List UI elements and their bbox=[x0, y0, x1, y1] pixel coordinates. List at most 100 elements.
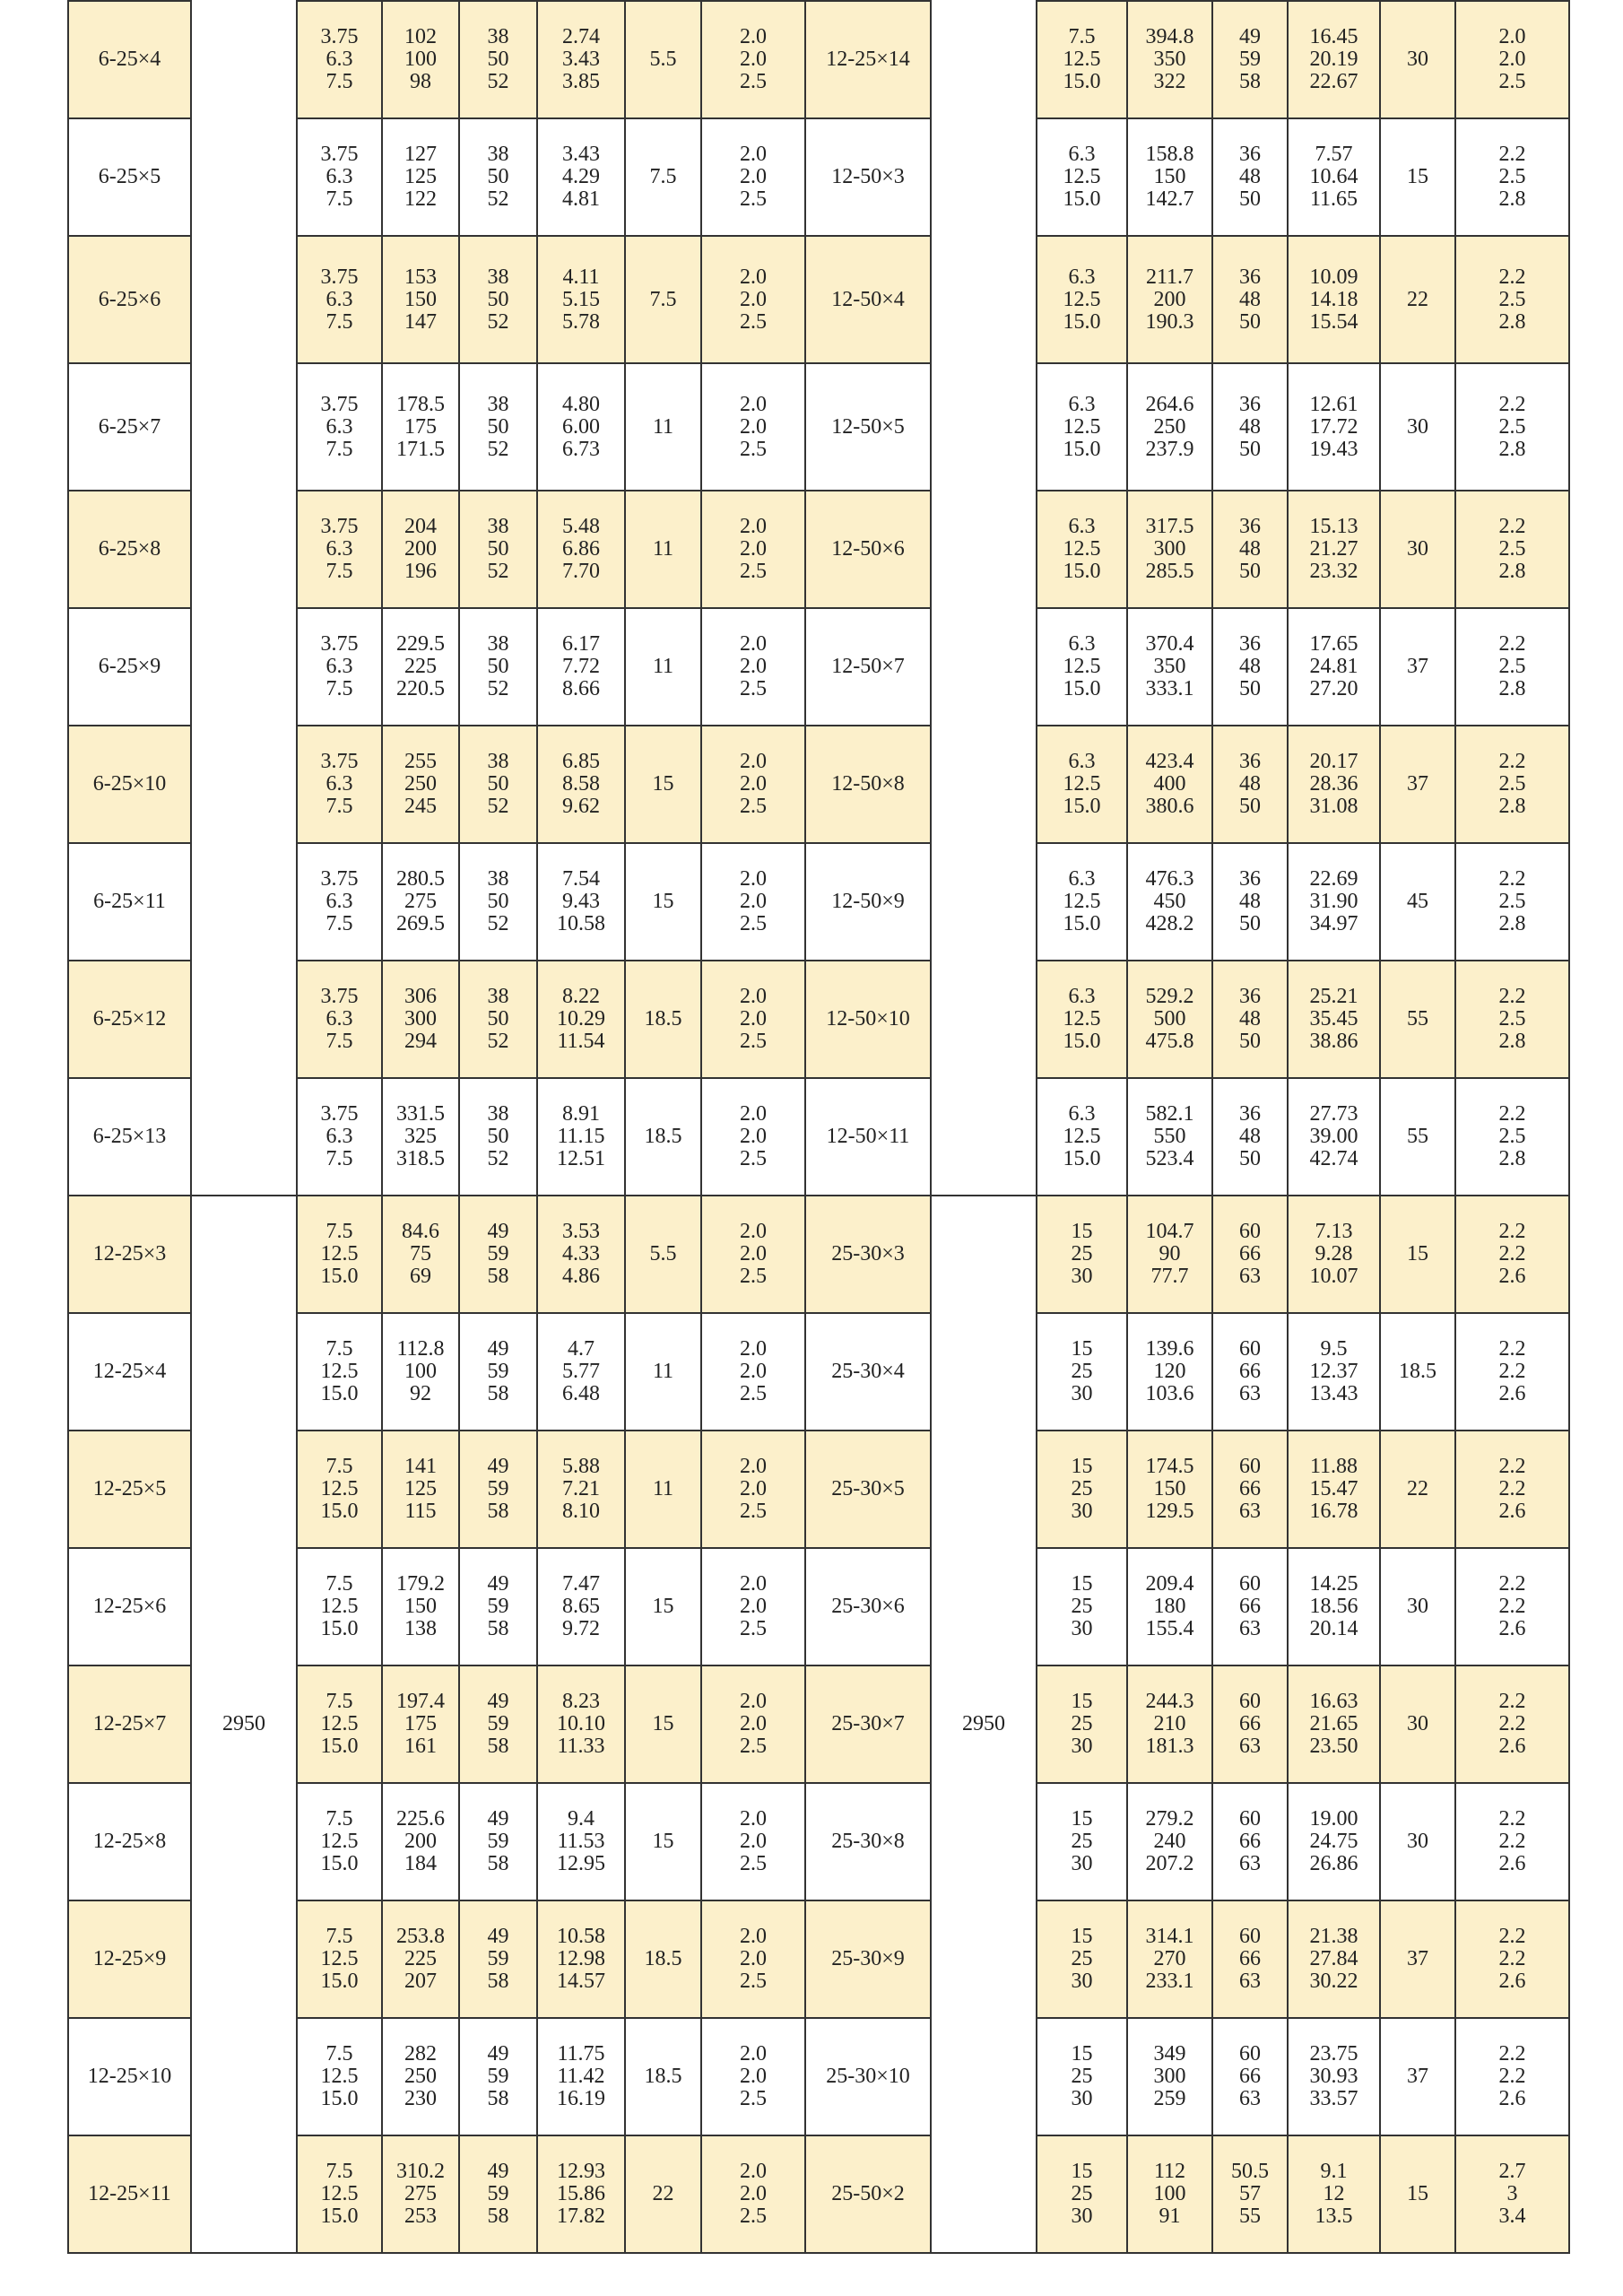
right-col-3-cell: 60 66 63 bbox=[1211, 1312, 1289, 1431]
left-col-2-cell: 127 125 122 bbox=[381, 117, 460, 237]
table-row: 6-25×8 3.75 6.3 7.5 204 200 196 38 50 52 5.4… bbox=[67, 490, 1570, 609]
right-col-1-cell: 6.3 12.5 15.0 bbox=[1036, 960, 1128, 1079]
left-col-4-cell: 8.91 11.15 12.51 bbox=[536, 1077, 626, 1196]
left-col-4-cell: 12.93 15.86 17.82 bbox=[536, 2135, 626, 2254]
right-col-3-cell: 49 59 58 bbox=[1211, 0, 1289, 119]
left-col-2-cell: 178.5 175 171.5 bbox=[381, 362, 460, 491]
right-col-4-cell: 14.25 18.56 20.14 bbox=[1287, 1547, 1381, 1666]
left-col-1-cell: 7.5 12.5 15.0 bbox=[296, 1547, 383, 1666]
right-col-5-cell: 15 bbox=[1379, 117, 1456, 237]
left-model-cell: 12-25×11 bbox=[67, 2135, 192, 2254]
left-model-cell: 12-25×7 bbox=[67, 1665, 192, 1784]
right-col-2-cell: 423.4 400 380.6 bbox=[1126, 725, 1213, 844]
right-col-2-cell: 174.5 150 129.5 bbox=[1126, 1430, 1213, 1549]
left-col-1-cell: 3.75 6.3 7.5 bbox=[296, 842, 383, 961]
left-col-5-cell: 7.5 bbox=[624, 235, 702, 364]
left-model-cell: 6-25×12 bbox=[67, 960, 192, 1079]
left-col-4-cell: 7.54 9.43 10.58 bbox=[536, 842, 626, 961]
left-model-cell: 6-25×11 bbox=[67, 842, 192, 961]
left-model-cell: 12-25×9 bbox=[67, 1900, 192, 2019]
left-col-5-cell: 7.5 bbox=[624, 117, 702, 237]
right-col-2-cell: 264.6 250 237.9 bbox=[1126, 362, 1213, 491]
left-col-4-cell: 5.88 7.21 8.10 bbox=[536, 1430, 626, 1549]
left-col-6-cell: 2.0 2.0 2.5 bbox=[700, 725, 806, 844]
left-col-5-cell: 18.5 bbox=[624, 2017, 702, 2136]
left-col-3-cell: 38 50 52 bbox=[458, 362, 538, 491]
table-row: 6-25×13 3.75 6.3 7.5 331.5 325 318.5 38 50 … bbox=[67, 1077, 1570, 1196]
right-col-1-cell: 6.3 12.5 15.0 bbox=[1036, 490, 1128, 609]
right-col-3-cell: 36 48 50 bbox=[1211, 607, 1289, 726]
left-col-3-cell: 49 59 58 bbox=[458, 1900, 538, 2019]
table-row: 12-25×9 7.5 12.5 15.0 253.8 225 207 49 59 5… bbox=[67, 1900, 1570, 2019]
right-col-1-cell: 6.3 12.5 15.0 bbox=[1036, 607, 1128, 726]
right-col-1-cell: 6.3 12.5 15.0 bbox=[1036, 842, 1128, 961]
left-col-6-cell: 2.0 2.0 2.5 bbox=[700, 1547, 806, 1666]
left-col-6-cell: 2.0 2.0 2.5 bbox=[700, 960, 806, 1079]
right-col-2-cell: 112 100 91 bbox=[1126, 2135, 1213, 2254]
left-col-5-cell: 15 bbox=[624, 1547, 702, 1666]
right-col-1-cell: 6.3 12.5 15.0 bbox=[1036, 725, 1128, 844]
right-col-2-cell: 370.4 350 333.1 bbox=[1126, 607, 1213, 726]
left-col-1-cell: 7.5 12.5 15.0 bbox=[296, 1782, 383, 1901]
left-col-4-cell: 8.23 10.10 11.33 bbox=[536, 1665, 626, 1784]
right-model-cell: 25-30×5 bbox=[804, 1430, 932, 1549]
left-col-6-cell: 2.0 2.0 2.5 bbox=[700, 1077, 806, 1196]
left-col-3-cell: 38 50 52 bbox=[458, 0, 538, 119]
left-col-6-cell: 2.0 2.0 2.5 bbox=[700, 117, 806, 237]
right-col-1-cell: 15 25 30 bbox=[1036, 1195, 1128, 1314]
left-col-5-cell: 15 bbox=[624, 842, 702, 961]
right-model-cell: 25-30×7 bbox=[804, 1665, 932, 1784]
left-model-cell: 12-25×4 bbox=[67, 1312, 192, 1431]
right-col-4-cell: 9.5 12.37 13.43 bbox=[1287, 1312, 1381, 1431]
left-col-2-cell: 255 250 245 bbox=[381, 725, 460, 844]
left-model-cell: 12-25×6 bbox=[67, 1547, 192, 1666]
left-model-cell: 6-25×4 bbox=[67, 0, 192, 119]
left-col-1-cell: 7.5 12.5 15.0 bbox=[296, 2017, 383, 2136]
left-col-6-cell: 2.0 2.0 2.5 bbox=[700, 607, 806, 726]
left-col-4-cell: 4.7 5.77 6.48 bbox=[536, 1312, 626, 1431]
left-col-1-cell: 3.75 6.3 7.5 bbox=[296, 490, 383, 609]
right-col-3-cell: 36 48 50 bbox=[1211, 362, 1289, 491]
left-col-2-cell: 225.6 200 184 bbox=[381, 1782, 460, 1901]
left-col-2-cell: 306 300 294 bbox=[381, 960, 460, 1079]
left-col-4-cell: 9.4 11.53 12.95 bbox=[536, 1782, 626, 1901]
right-col-6-cell: 2.2 2.2 2.6 bbox=[1454, 1430, 1570, 1549]
left-col-2-cell: 153 150 147 bbox=[381, 235, 460, 364]
right-col-5-cell: 37 bbox=[1379, 2017, 1456, 2136]
right-col-6-cell: 2.2 2.2 2.6 bbox=[1454, 1900, 1570, 2019]
right-col-5-cell: 30 bbox=[1379, 1665, 1456, 1784]
right-col-1-cell: 15 25 30 bbox=[1036, 1547, 1128, 1666]
table-row: 6-25×11 3.75 6.3 7.5 280.5 275 269.5 38 50 … bbox=[67, 842, 1570, 961]
right-col-1-cell: 6.3 12.5 15.0 bbox=[1036, 117, 1128, 237]
right-col-5-cell: 37 bbox=[1379, 607, 1456, 726]
left-col-2-cell: 229.5 225 220.5 bbox=[381, 607, 460, 726]
right-col-2-cell: 244.3 210 181.3 bbox=[1126, 1665, 1213, 1784]
left-model-cell: 6-25×13 bbox=[67, 1077, 192, 1196]
right-col-6-cell: 2.2 2.2 2.6 bbox=[1454, 1782, 1570, 1901]
right-col-3-cell: 36 48 50 bbox=[1211, 960, 1289, 1079]
left-col-1-cell: 3.75 6.3 7.5 bbox=[296, 960, 383, 1079]
right-col-5-cell: 18.5 bbox=[1379, 1312, 1456, 1431]
right-col-2-cell: 349 300 259 bbox=[1126, 2017, 1213, 2136]
left-col-5-cell: 18.5 bbox=[624, 1900, 702, 2019]
table-row: 6-25×6 3.75 6.3 7.5 153 150 147 38 50 52 4.1… bbox=[67, 235, 1570, 364]
right-col-2-cell: 279.2 240 207.2 bbox=[1126, 1782, 1213, 1901]
right-length-blank-cell bbox=[930, 1, 1037, 1196]
left-col-5-cell: 22 bbox=[624, 2135, 702, 2254]
right-col-4-cell: 7.57 10.64 11.65 bbox=[1287, 117, 1381, 237]
table-row: 6-25×9 3.75 6.3 7.5 229.5 225 220.5 38 50 5… bbox=[67, 607, 1570, 726]
left-col-4-cell: 4.80 6.00 6.73 bbox=[536, 362, 626, 491]
left-col-3-cell: 38 50 52 bbox=[458, 117, 538, 237]
left-col-6-cell: 2.0 2.0 2.5 bbox=[700, 1195, 806, 1314]
left-col-1-cell: 3.75 6.3 7.5 bbox=[296, 725, 383, 844]
left-col-6-cell: 2.0 2.0 2.5 bbox=[700, 1782, 806, 1901]
right-model-cell: 25-30×10 bbox=[804, 2017, 932, 2136]
right-col-6-cell: 2.2 2.2 2.6 bbox=[1454, 1195, 1570, 1314]
right-model-cell: 12-50×4 bbox=[804, 235, 932, 364]
left-col-5-cell: 18.5 bbox=[624, 960, 702, 1079]
right-col-2-cell: 139.6 120 103.6 bbox=[1126, 1312, 1213, 1431]
left-col-1-cell: 3.75 6.3 7.5 bbox=[296, 607, 383, 726]
left-col-2-cell: 280.5 275 269.5 bbox=[381, 842, 460, 961]
right-col-3-cell: 36 48 50 bbox=[1211, 725, 1289, 844]
left-col-2-cell: 84.6 75 69 bbox=[381, 1195, 460, 1314]
